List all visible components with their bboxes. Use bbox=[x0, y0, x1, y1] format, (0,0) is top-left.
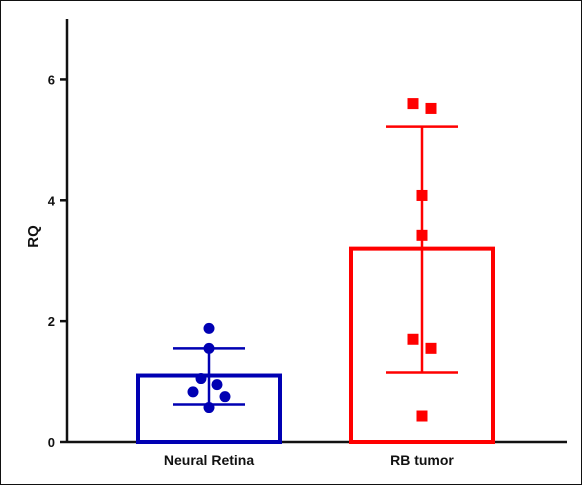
y-tick-label: 4 bbox=[48, 193, 56, 208]
data-point bbox=[187, 386, 199, 398]
data-point bbox=[195, 373, 207, 385]
labels: 0 2 4 6 RQ Neural Retina RB tumor bbox=[25, 72, 454, 468]
y-tick-label: 6 bbox=[48, 72, 55, 87]
error-bars bbox=[173, 125, 458, 406]
data-point bbox=[203, 402, 215, 414]
data-point bbox=[407, 333, 419, 345]
bars bbox=[136, 246, 495, 444]
data-point bbox=[416, 410, 428, 422]
data-point bbox=[407, 98, 419, 110]
data-point bbox=[211, 379, 223, 391]
data-point bbox=[425, 102, 437, 114]
data-point bbox=[425, 342, 437, 354]
x-category-label: RB tumor bbox=[390, 452, 454, 468]
data-point bbox=[219, 391, 231, 403]
y-tick-label: 0 bbox=[48, 435, 55, 450]
y-tick-label: 2 bbox=[48, 314, 55, 329]
x-category-label: Neural Retina bbox=[164, 452, 254, 468]
data-points bbox=[187, 98, 437, 422]
y-axis-title: RQ bbox=[25, 225, 42, 248]
data-point bbox=[203, 322, 215, 334]
data-point bbox=[203, 342, 215, 354]
data-point bbox=[416, 189, 428, 201]
data-point bbox=[416, 229, 428, 241]
